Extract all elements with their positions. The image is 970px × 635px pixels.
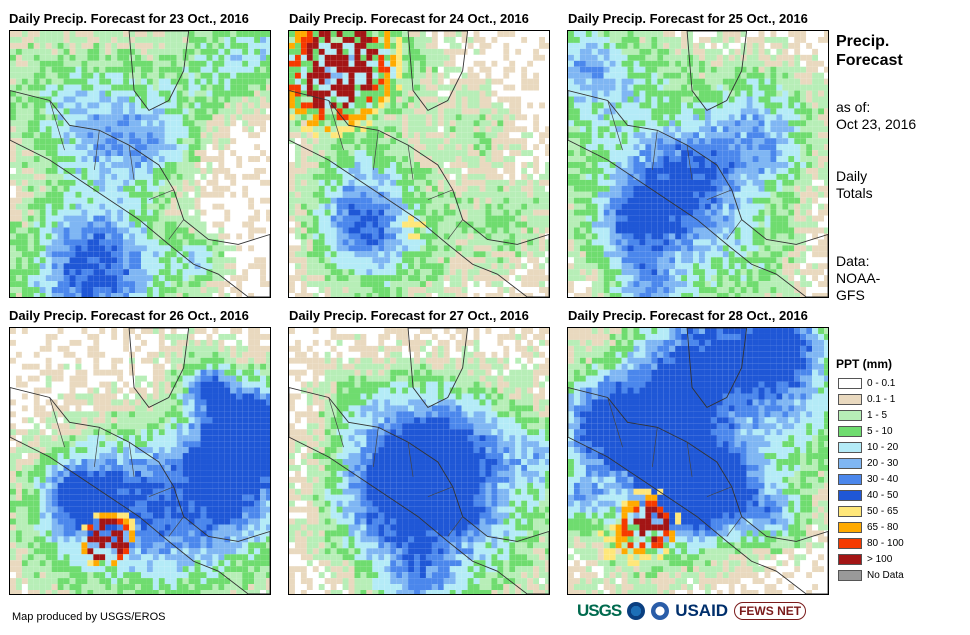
legend-swatch <box>838 378 862 389</box>
legend-swatch <box>838 554 862 565</box>
coastline <box>128 31 190 111</box>
map-panel-5 <box>288 327 550 595</box>
legend-label: 10 - 20 <box>867 442 899 453</box>
legend-label: No Data <box>867 570 904 581</box>
precip-map-1 <box>10 31 270 297</box>
heading-line1: Precip. <box>836 33 890 50</box>
legend-swatch <box>838 410 862 421</box>
asof-label: as of: <box>836 99 871 115</box>
map-panel-4 <box>9 327 271 595</box>
legend-label: 0 - 0.1 <box>867 378 896 389</box>
panel-title-1: Daily Precip. Forecast for 23 Oct., 2016 <box>9 11 249 26</box>
panel-title-5: Daily Precip. Forecast for 27 Oct., 2016 <box>289 308 529 323</box>
precip-map-5 <box>289 328 549 594</box>
coastline <box>568 90 828 297</box>
legend-label: 1 - 5 <box>867 410 888 421</box>
legend-label: 0.1 - 1 <box>867 394 896 405</box>
data-line1: Data: <box>836 253 870 269</box>
legend-label: 80 - 100 <box>867 538 904 549</box>
coastline <box>686 328 748 408</box>
noaa-logo-icon <box>627 602 646 620</box>
precip-map-6 <box>568 328 828 594</box>
side-heading: Precip. Forecast <box>836 32 903 70</box>
legend-swatch <box>838 490 862 501</box>
totals-line2: Totals <box>836 185 873 201</box>
country-borders <box>607 397 742 537</box>
legend-swatch <box>838 522 862 533</box>
map-panel-6 <box>567 327 829 595</box>
legend-item: 1 - 5 <box>838 409 887 422</box>
usgs-logo: USGS <box>577 601 622 620</box>
nasa-seal-icon <box>651 602 670 620</box>
coastline <box>10 90 270 297</box>
coastline <box>407 328 469 408</box>
coastline <box>10 387 270 594</box>
data-line2: NOAA- <box>836 270 881 286</box>
coastline <box>128 328 190 408</box>
asof-date: Oct 23, 2016 <box>836 116 917 132</box>
map-panel-3 <box>567 30 829 298</box>
legend-swatch <box>838 426 862 437</box>
coastline <box>407 31 469 111</box>
panel-title-3: Daily Precip. Forecast for 25 Oct., 2016 <box>568 11 808 26</box>
legend-item: 20 - 30 <box>838 457 898 470</box>
legend-item: 80 - 100 <box>838 537 904 550</box>
coastline <box>289 387 549 594</box>
coastline <box>568 387 828 594</box>
fews-net-logo: FEWS NET <box>734 602 807 620</box>
legend-label: 65 - 80 <box>867 522 899 533</box>
legend-label: 40 - 50 <box>867 490 899 501</box>
side-totals: Daily Totals <box>836 168 873 202</box>
side-data-source: Data: NOAA- GFS <box>836 253 880 304</box>
legend-label: 50 - 65 <box>867 506 899 517</box>
heading-line2: Forecast <box>836 52 903 69</box>
map-panel-1 <box>9 30 271 298</box>
data-line3: GFS <box>836 287 865 303</box>
side-asof: as of: Oct 23, 2016 <box>836 99 916 133</box>
map-panel-2 <box>288 30 550 298</box>
legend-swatch <box>838 506 862 517</box>
coastline <box>686 31 748 111</box>
map-credit: Map produced by USGS/EROS <box>12 611 166 623</box>
country-borders <box>328 397 463 537</box>
legend-label: 5 - 10 <box>867 426 893 437</box>
coastline <box>289 90 549 297</box>
legend-swatch <box>838 394 862 405</box>
legend-item: 30 - 40 <box>838 473 898 486</box>
panel-title-6: Daily Precip. Forecast for 28 Oct., 2016 <box>568 308 808 323</box>
totals-line1: Daily <box>836 168 868 184</box>
legend-label: 20 - 30 <box>867 458 899 469</box>
legend-title: PPT (mm) <box>836 357 893 371</box>
legend-swatch <box>838 442 862 453</box>
legend-item: 5 - 10 <box>838 425 893 438</box>
legend-item: 50 - 65 <box>838 505 898 518</box>
legend-swatch <box>838 458 862 469</box>
precip-map-4 <box>10 328 270 594</box>
country-borders <box>607 100 742 240</box>
legend-swatch <box>838 474 862 485</box>
legend-item: 10 - 20 <box>838 441 898 454</box>
country-borders <box>49 100 184 240</box>
precip-map-3 <box>568 31 828 297</box>
legend-label: 30 - 40 <box>867 474 899 485</box>
precip-map-2 <box>289 31 549 297</box>
legend-item: No Data <box>838 569 904 582</box>
legend-swatch <box>838 570 862 581</box>
country-borders <box>328 100 463 240</box>
country-borders <box>49 397 184 537</box>
legend-item: 0 - 0.1 <box>838 377 895 390</box>
panel-title-4: Daily Precip. Forecast for 26 Oct., 2016 <box>9 308 249 323</box>
agency-logos: USGS USAID FEWS NET <box>577 601 807 621</box>
usaid-logo: USAID <box>675 601 729 620</box>
legend-swatch <box>838 538 862 549</box>
legend-item: 0.1 - 1 <box>838 393 895 406</box>
panel-title-2: Daily Precip. Forecast for 24 Oct., 2016 <box>289 11 529 26</box>
legend-item: > 100 <box>838 553 892 566</box>
legend-label: > 100 <box>867 554 893 565</box>
legend-item: 65 - 80 <box>838 521 898 534</box>
legend-item: 40 - 50 <box>838 489 898 502</box>
